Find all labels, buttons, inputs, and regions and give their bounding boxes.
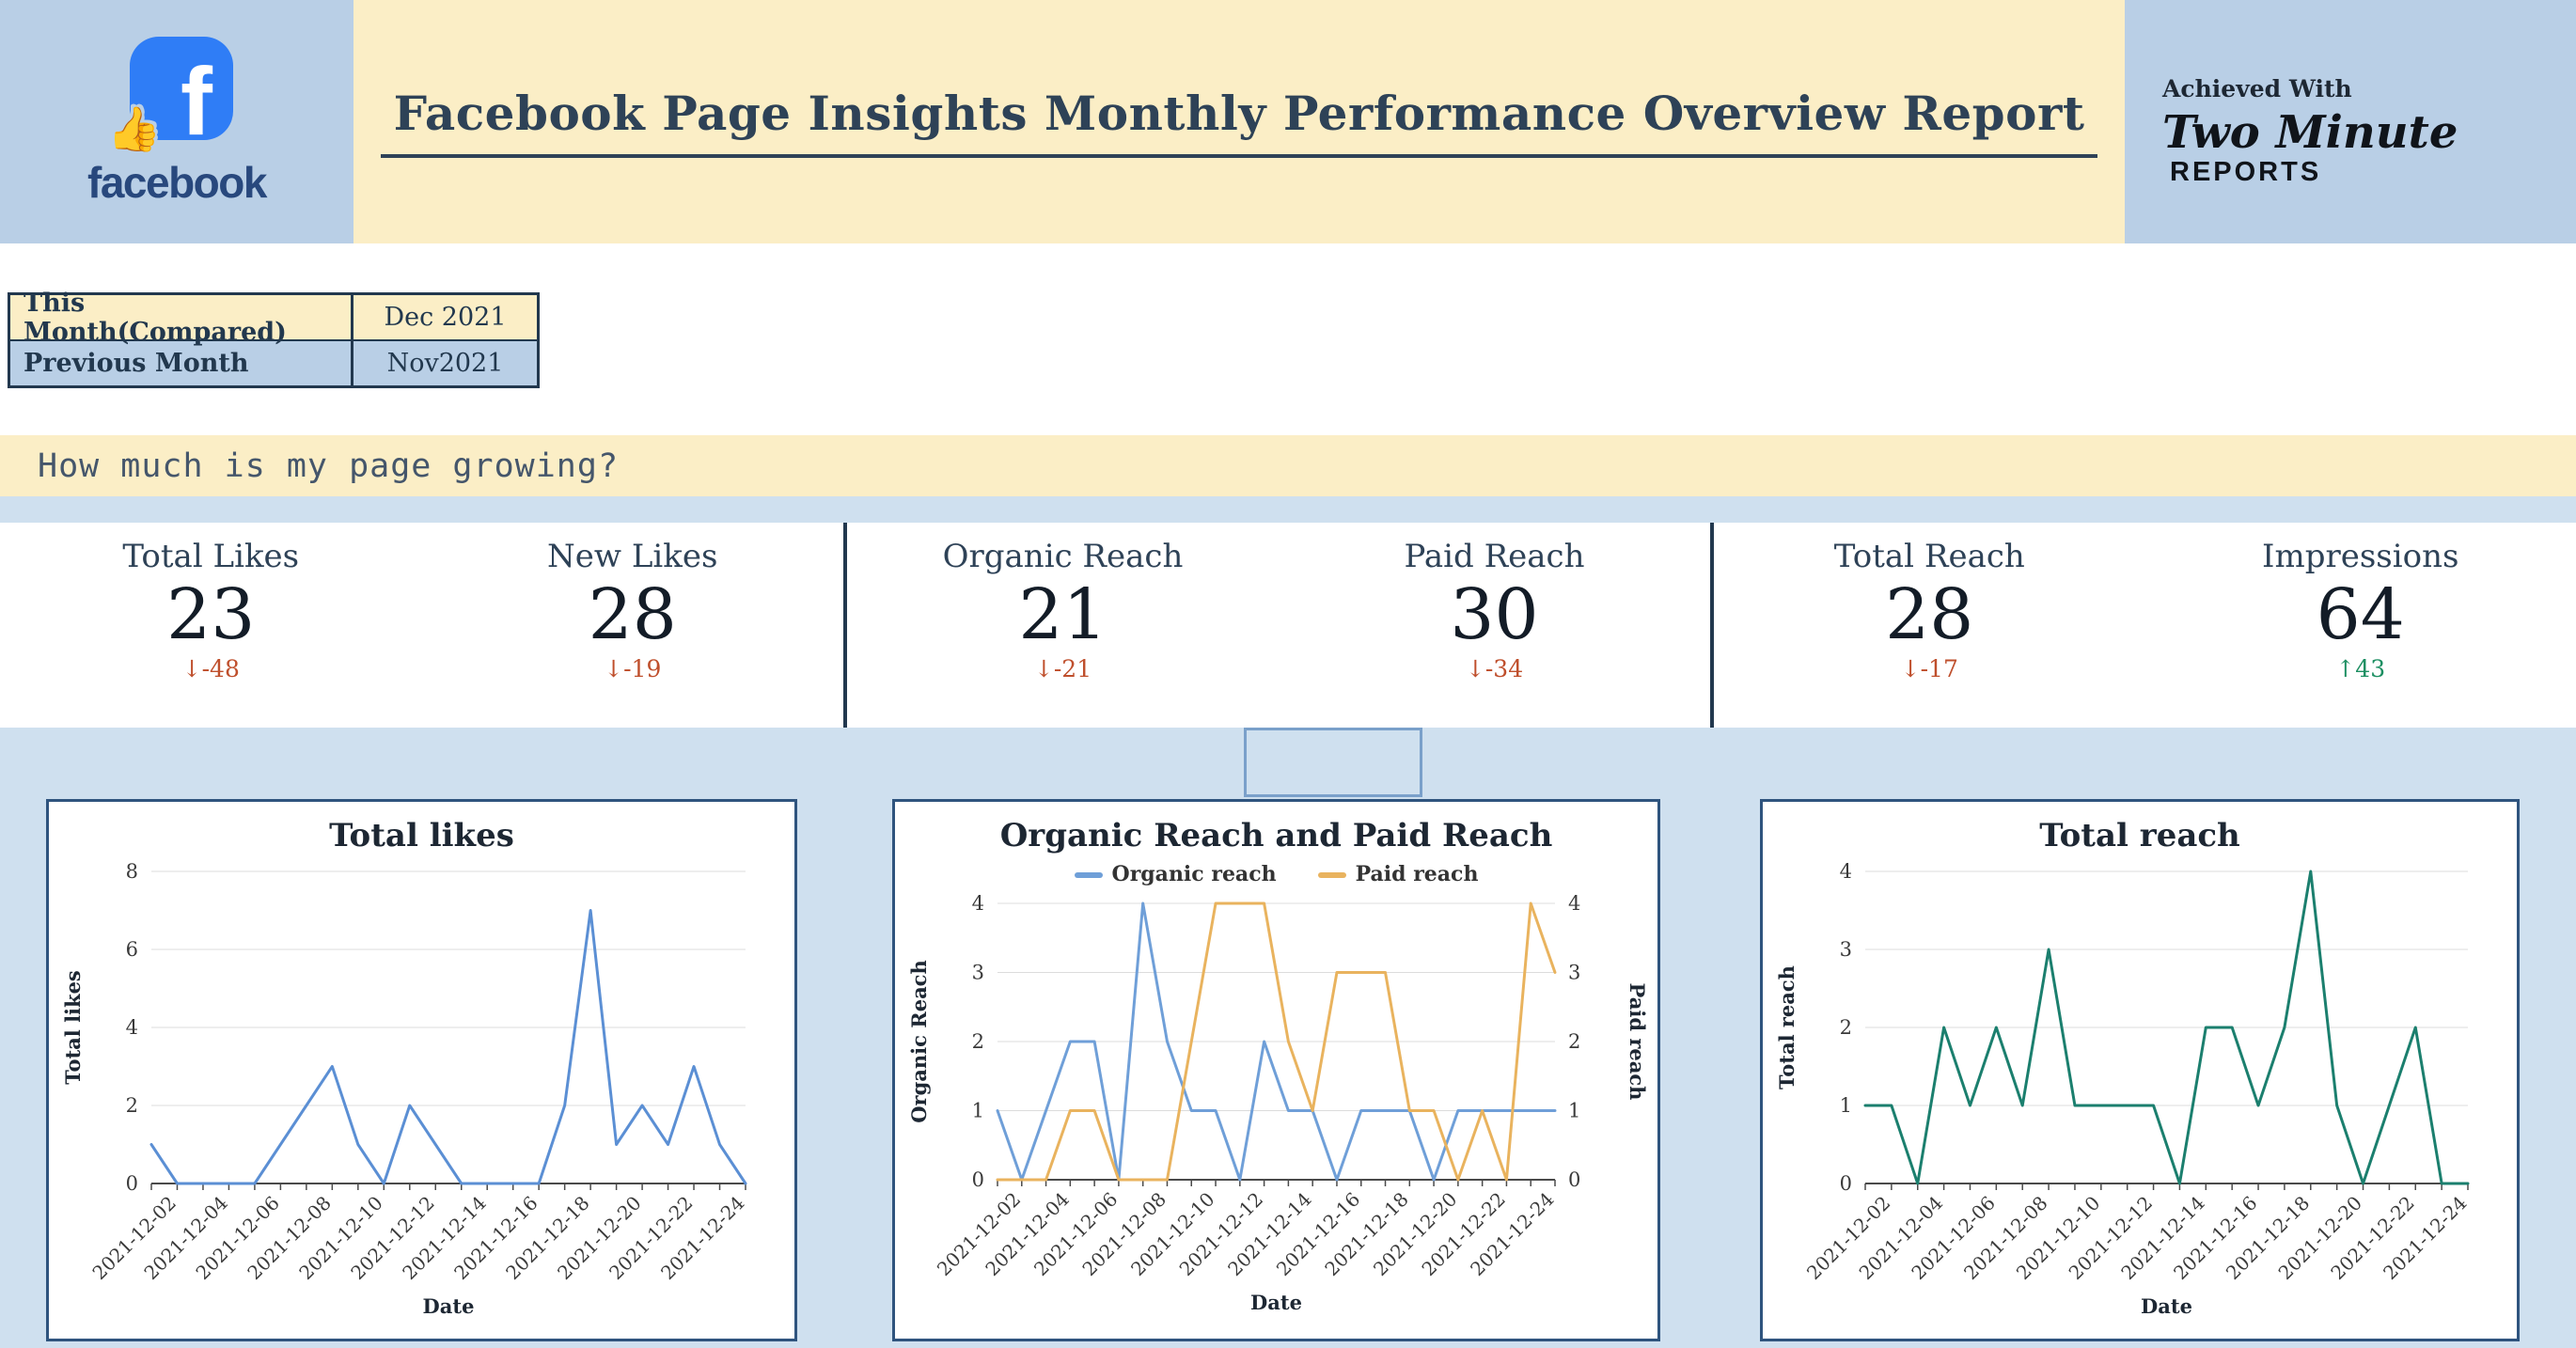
svg-text:8: 8 bbox=[126, 860, 138, 883]
chart-card-total-likes: Total likes 0 2 4 6 8 2021-12-02 2021-12-04 202… bbox=[46, 799, 797, 1341]
svg-text:4: 4 bbox=[1840, 860, 1852, 883]
organic-reach-swatch-icon bbox=[1074, 872, 1103, 878]
svg-text:3: 3 bbox=[1568, 962, 1580, 984]
svg-text:Total reach: Total reach bbox=[1775, 965, 1798, 1089]
table-row: Previous Month Nov2021 bbox=[10, 339, 537, 385]
svg-text:Date: Date bbox=[1250, 1291, 1302, 1314]
kpi-band: Total Likes 23 ↓-48 New Likes 28 ↓-19 Or… bbox=[0, 523, 2576, 728]
this-month-label: This Month(Compared) bbox=[10, 289, 353, 347]
kpi-value: 28 bbox=[1885, 574, 1974, 655]
svg-text:3: 3 bbox=[1840, 938, 1852, 961]
svg-text:6: 6 bbox=[126, 938, 138, 961]
kpi-delta: ↓-34 bbox=[1465, 655, 1524, 683]
svg-text:1: 1 bbox=[972, 1100, 984, 1122]
kpi-organic-reach: Organic Reach 21 ↓-21 bbox=[847, 523, 1279, 728]
kpi-group-totals: Total Reach 28 ↓-17 Impressions 64 ↑43 bbox=[1714, 523, 2576, 728]
legend-item-paid: Paid reach bbox=[1317, 862, 1479, 886]
chart-title: Total likes bbox=[329, 817, 514, 854]
legend-label: Paid reach bbox=[1355, 862, 1479, 886]
comparison-table: This Month(Compared) Dec 2021 Previous M… bbox=[8, 289, 540, 388]
kpi-label: Paid Reach bbox=[1404, 538, 1585, 575]
svg-text:2: 2 bbox=[1568, 1030, 1580, 1053]
header: f 👍 facebook Facebook Page Insights Mont… bbox=[0, 0, 2576, 243]
facebook-logo-block: f 👍 facebook bbox=[0, 0, 353, 243]
kpi-paid-reach: Paid Reach 30 ↓-34 bbox=[1279, 523, 1710, 728]
svg-text:Total likes: Total likes bbox=[61, 970, 85, 1085]
kpi-label: New Likes bbox=[547, 538, 718, 575]
kpi-impressions: Impressions 64 ↑43 bbox=[2145, 523, 2576, 728]
facebook-logo-icon: f 👍 bbox=[107, 36, 233, 154]
svg-text:1: 1 bbox=[1840, 1094, 1852, 1117]
kpi-label: Total Likes bbox=[122, 538, 300, 575]
kpi-label: Impressions bbox=[2262, 538, 2459, 575]
svg-text:Date: Date bbox=[423, 1294, 475, 1318]
svg-text:0: 0 bbox=[1568, 1168, 1580, 1191]
header-title-block: Facebook Page Insights Monthly Performan… bbox=[353, 0, 2125, 243]
paid-reach-swatch-icon bbox=[1317, 872, 1346, 878]
this-month-value[interactable]: Dec 2021 bbox=[384, 303, 507, 332]
kpi-value: 30 bbox=[1450, 574, 1539, 655]
kpi-group-likes: Total Likes 23 ↓-48 New Likes 28 ↓-19 bbox=[0, 523, 843, 728]
kpi-chart-connector bbox=[1244, 728, 1422, 797]
kpi-delta: ↓-17 bbox=[1900, 655, 1958, 683]
kpi-delta: ↓-21 bbox=[1033, 655, 1092, 683]
kpi-total-reach: Total Reach 28 ↓-17 bbox=[1714, 523, 2145, 728]
svg-text:0: 0 bbox=[1840, 1172, 1852, 1195]
kpi-value: 28 bbox=[588, 574, 677, 655]
previous-month-label: Previous Month bbox=[10, 341, 353, 385]
brand-name-script: Two Minute bbox=[2162, 106, 2458, 159]
svg-text:4: 4 bbox=[972, 892, 984, 915]
kpi-value: 64 bbox=[2316, 574, 2405, 655]
kpi-delta: ↓-48 bbox=[181, 655, 240, 683]
svg-text:2: 2 bbox=[126, 1094, 138, 1117]
svg-text:Date: Date bbox=[2141, 1294, 2192, 1318]
svg-text:1: 1 bbox=[1568, 1100, 1580, 1122]
kpi-delta: ↓-19 bbox=[604, 655, 662, 683]
kpi-new-likes: New Likes 28 ↓-19 bbox=[422, 523, 844, 728]
kpi-total-likes: Total Likes 23 ↓-48 bbox=[0, 523, 422, 728]
svg-text:4: 4 bbox=[126, 1016, 138, 1039]
kpi-value: 23 bbox=[166, 574, 256, 655]
previous-month-value[interactable]: Nov2021 bbox=[386, 349, 504, 378]
chart-card-total-reach: Total reach 0 1 2 3 4 2021-12-02 2021-12-04 202… bbox=[1760, 799, 2520, 1341]
table-row: This Month(Compared) Dec 2021 bbox=[10, 289, 537, 347]
kpi-group-reach: Organic Reach 21 ↓-21 Paid Reach 30 ↓-34 bbox=[843, 523, 1714, 728]
svg-text:Paid reach: Paid reach bbox=[1626, 983, 1649, 1101]
legend-label: Organic reach bbox=[1111, 862, 1277, 886]
svg-text:3: 3 bbox=[972, 962, 984, 984]
facebook-f-icon: f bbox=[130, 36, 233, 140]
facebook-wordmark: facebook bbox=[87, 157, 267, 207]
total-reach-chart: 012342021-12-022021-12-042021-12-062021-… bbox=[1775, 860, 2472, 1318]
brand-name-reports: REPORTS bbox=[2170, 157, 2322, 187]
organic-paid-reach-chart: 0 01 12 23 34 42021-12-022021-12-042021-12-06… bbox=[907, 892, 1649, 1314]
chart-legend: Organic reach Paid reach bbox=[895, 862, 1657, 886]
kpi-value: 21 bbox=[1018, 574, 1107, 655]
chart-title: Organic Reach and Paid Reach bbox=[999, 817, 1553, 854]
total-likes-chart: 024682021-12-022021-12-042021-12-062021-… bbox=[61, 860, 749, 1318]
chart-title: Total reach bbox=[2039, 817, 2240, 854]
thumb-up-icon: 👍 bbox=[107, 102, 162, 154]
svg-text:Organic Reach: Organic Reach bbox=[907, 960, 931, 1122]
kpi-label: Organic Reach bbox=[942, 538, 1184, 575]
svg-text:0: 0 bbox=[126, 1172, 138, 1195]
brand-block: Achieved With Two Minute REPORTS bbox=[2125, 0, 2576, 243]
legend-item-organic: Organic reach bbox=[1074, 862, 1277, 886]
kpi-delta: ↑43 bbox=[2335, 655, 2386, 683]
svg-text:0: 0 bbox=[972, 1168, 984, 1191]
svg-text:2: 2 bbox=[1840, 1016, 1852, 1039]
page-title: Facebook Page Insights Monthly Performan… bbox=[380, 86, 2098, 158]
achieved-with-label: Achieved With bbox=[2162, 75, 2352, 102]
svg-text:2: 2 bbox=[972, 1030, 984, 1053]
section-question: How much is my page growing? bbox=[0, 435, 2576, 496]
svg-text:4: 4 bbox=[1568, 892, 1580, 915]
chart-card-organic-paid-reach: Organic Reach and Paid Reach Organic rea… bbox=[892, 799, 1660, 1341]
kpi-label: Total Reach bbox=[1833, 538, 2025, 575]
